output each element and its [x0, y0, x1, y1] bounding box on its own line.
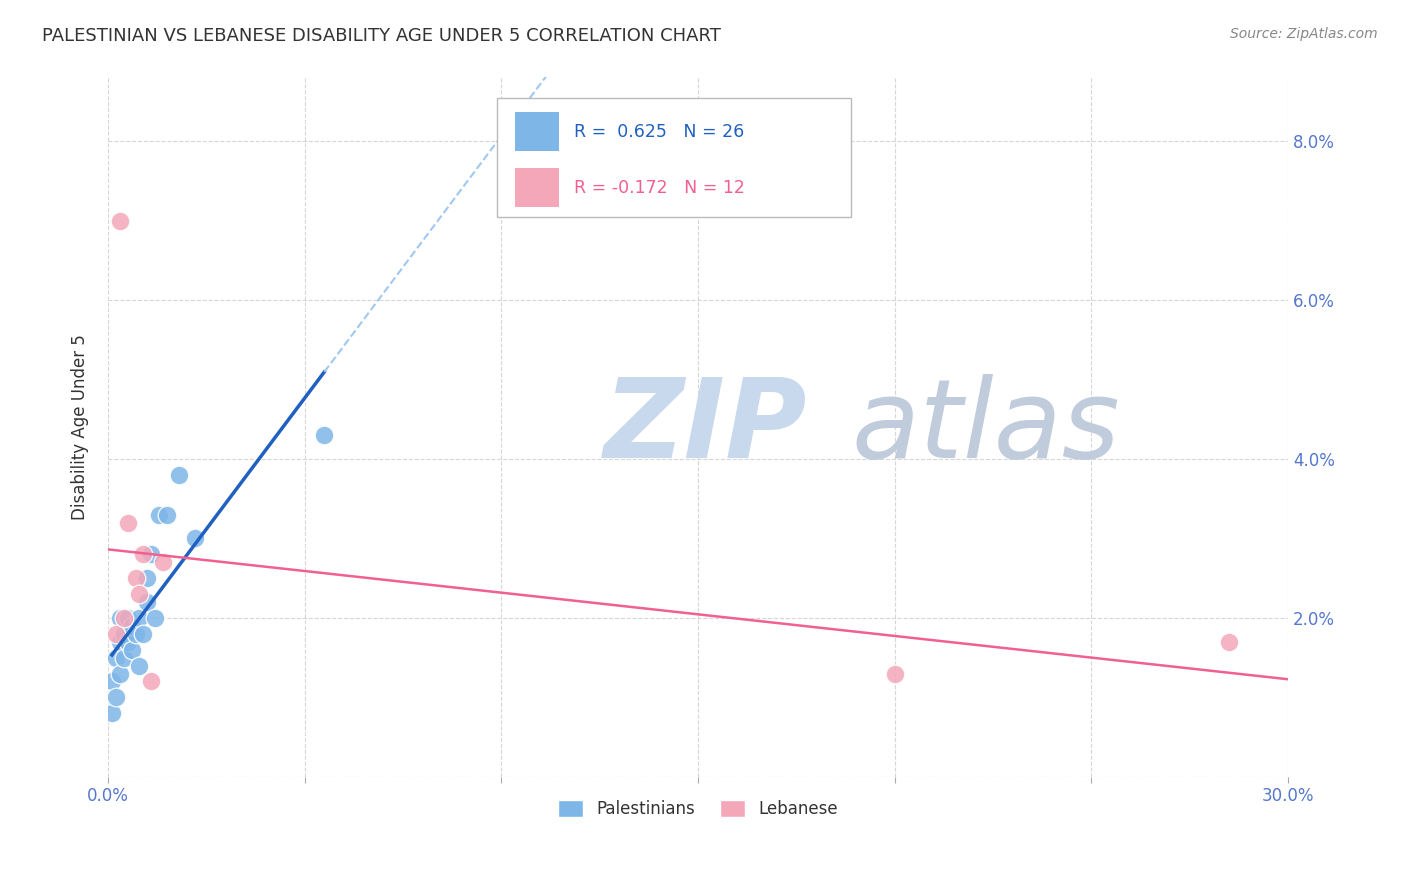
- Legend: Palestinians, Lebanese: Palestinians, Lebanese: [551, 793, 845, 824]
- FancyBboxPatch shape: [515, 112, 560, 151]
- Point: [128, 611, 150, 625]
- Point: [128, 658, 150, 673]
- Point: [108, 213, 131, 227]
- Point: [117, 634, 139, 648]
- Point: [104, 690, 127, 705]
- Point: [104, 627, 127, 641]
- FancyBboxPatch shape: [498, 98, 851, 218]
- Text: PALESTINIAN VS LEBANESE DISABILITY AGE UNDER 5 CORRELATION CHART: PALESTINIAN VS LEBANESE DISABILITY AGE U…: [42, 27, 721, 45]
- Point: [152, 555, 174, 569]
- Point: [143, 611, 166, 625]
- Point: [117, 611, 139, 625]
- Point: [128, 587, 150, 601]
- Point: [141, 547, 163, 561]
- Point: [108, 611, 131, 625]
- Text: Source: ZipAtlas.com: Source: ZipAtlas.com: [1230, 27, 1378, 41]
- Point: [121, 642, 143, 657]
- Point: [132, 627, 155, 641]
- Point: [136, 571, 159, 585]
- Point: [1218, 634, 1240, 648]
- Point: [124, 571, 146, 585]
- Point: [132, 547, 155, 561]
- Point: [121, 619, 143, 633]
- Point: [141, 674, 163, 689]
- Point: [167, 467, 190, 482]
- Point: [112, 611, 135, 625]
- Point: [101, 706, 124, 721]
- Point: [183, 532, 205, 546]
- Point: [314, 428, 336, 442]
- Point: [112, 650, 135, 665]
- Text: ZIP: ZIP: [603, 374, 807, 481]
- Point: [108, 666, 131, 681]
- Point: [136, 595, 159, 609]
- Point: [101, 674, 124, 689]
- Point: [108, 634, 131, 648]
- Y-axis label: Disability Age Under 5: Disability Age Under 5: [72, 334, 89, 520]
- Point: [148, 508, 170, 522]
- Point: [117, 516, 139, 530]
- Point: [104, 650, 127, 665]
- Text: atlas: atlas: [851, 374, 1121, 481]
- Text: R =  0.625   N = 26: R = 0.625 N = 26: [574, 123, 744, 141]
- FancyBboxPatch shape: [515, 169, 560, 207]
- Point: [124, 627, 146, 641]
- Point: [156, 508, 179, 522]
- Point: [883, 666, 905, 681]
- Point: [112, 627, 135, 641]
- Text: R = -0.172   N = 12: R = -0.172 N = 12: [574, 179, 745, 197]
